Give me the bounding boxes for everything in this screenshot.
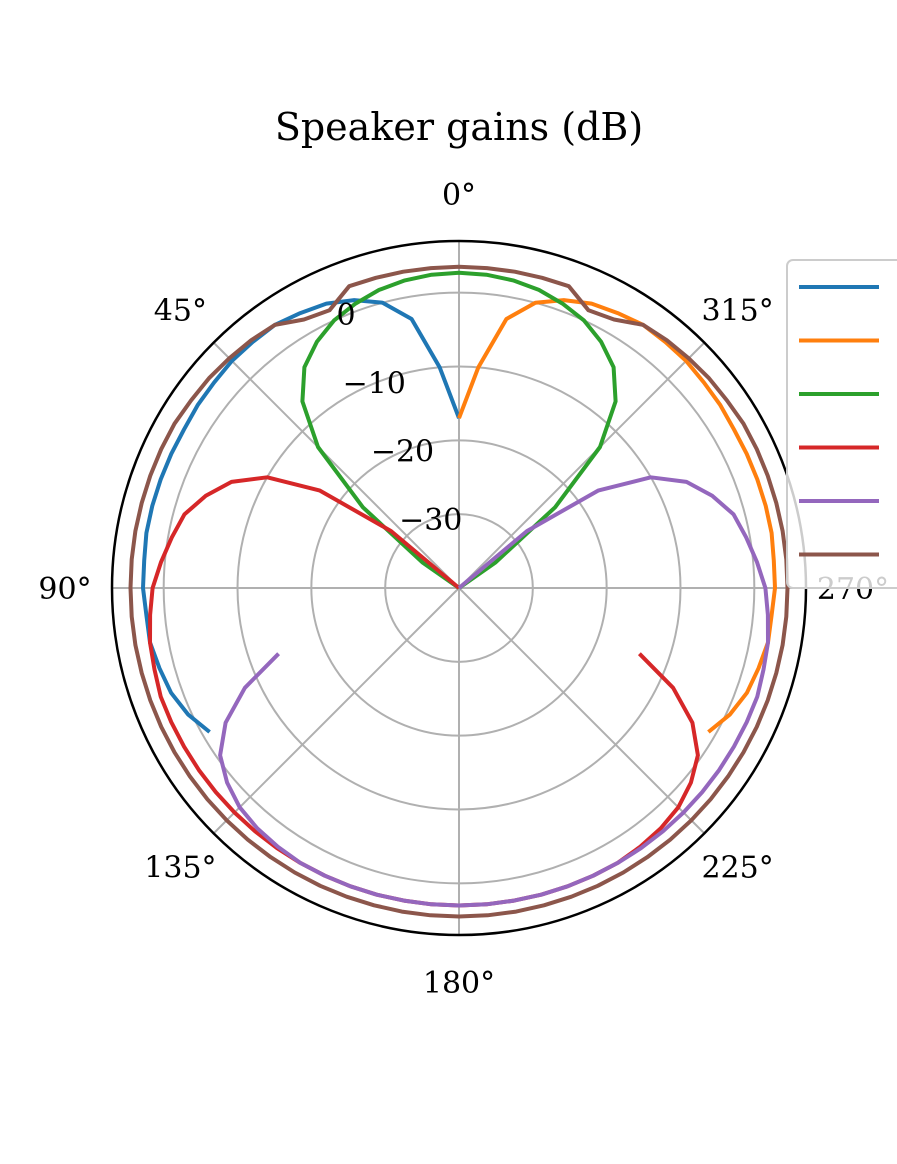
legend-frame (786, 259, 897, 589)
theta-tick-label-5: 225° (701, 851, 773, 886)
theta-tick-label-3: 135° (144, 851, 216, 886)
theta-grid-line-3 (212, 587, 460, 835)
theta-tick-label-2: 90° (38, 572, 91, 607)
radial-tick-labels: −30 −20 −10 0 (336, 298, 462, 538)
r-tick-label-2: −10 (343, 366, 406, 401)
angle-tick-labels: 0°45°90°135°180°225°270°315° (38, 178, 889, 1001)
series-line-2 (300, 270, 618, 590)
series-line-1 (457, 298, 777, 734)
r-tick-label-0: −30 (399, 503, 462, 538)
series-line-5 (128, 264, 790, 919)
theta-tick-label-1: 45° (154, 293, 207, 328)
r-tick-label-1: −20 (371, 435, 434, 470)
theta-grid-line-5 (458, 587, 706, 835)
theta-tick-label-4: 180° (423, 966, 495, 1001)
series-line-4 (218, 475, 770, 908)
chart-title: Speaker gains (dB) (275, 105, 643, 149)
theta-tick-label-0: 0° (442, 178, 476, 213)
legend (786, 259, 897, 589)
theta-grid-line-1 (212, 341, 460, 589)
r-tick-label-3: 0 (336, 298, 355, 333)
series-line-3 (148, 475, 700, 908)
series-lines (128, 264, 790, 919)
theta-grid-line-7 (458, 341, 706, 589)
theta-tick-label-7: 315° (701, 293, 773, 328)
